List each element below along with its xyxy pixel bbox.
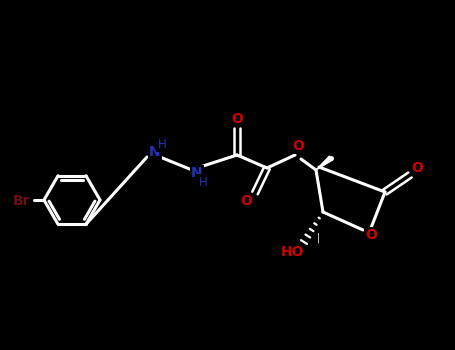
Text: O: O <box>365 228 377 242</box>
Text: H: H <box>157 138 167 150</box>
Text: |: | <box>316 233 319 243</box>
Text: HO: HO <box>280 245 304 259</box>
Text: N: N <box>191 166 203 180</box>
Text: O: O <box>231 112 243 126</box>
Polygon shape <box>316 156 333 170</box>
Text: O: O <box>292 139 304 153</box>
Text: Br: Br <box>13 194 31 208</box>
Text: N: N <box>149 145 161 159</box>
Text: O: O <box>240 194 252 208</box>
Text: H: H <box>199 175 207 189</box>
Text: O: O <box>292 139 304 153</box>
Text: O: O <box>411 161 423 175</box>
